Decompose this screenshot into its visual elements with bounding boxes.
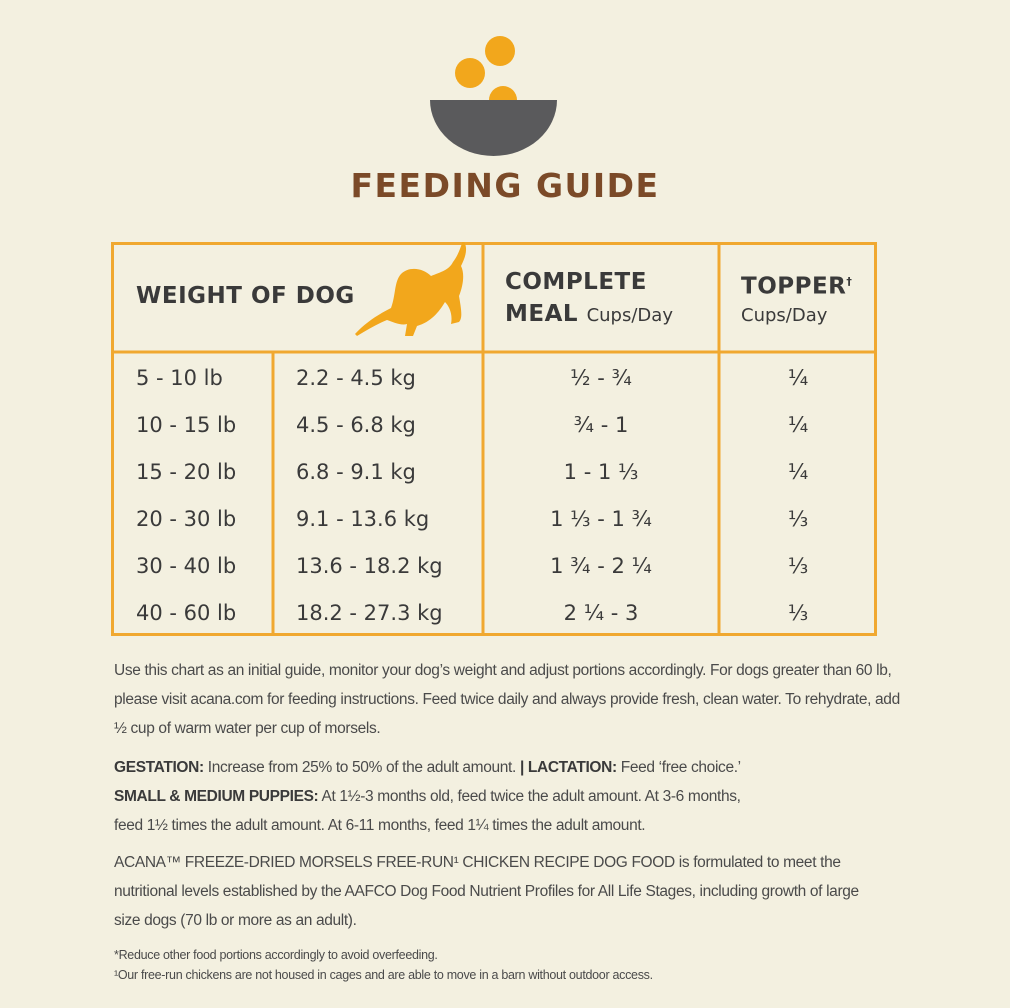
- food-ball: [455, 58, 485, 88]
- table-cell: 13.6 - 18.2 kg: [296, 554, 443, 578]
- text: Feed ‘free choice.’: [620, 759, 741, 776]
- food-ball: [485, 36, 515, 66]
- column-header: MEAL Cups/Day: [505, 302, 673, 328]
- unit-label: Cups/Day: [586, 305, 673, 326]
- table-cell: 1 ⅓ - 1 ¾: [550, 507, 652, 531]
- text: At 1½-3 months old, feed twice the adult…: [114, 788, 741, 834]
- table-cell: ⅓: [787, 554, 809, 578]
- table-grid: [111, 242, 877, 636]
- table-cell: 2 ¼ - 3: [563, 601, 639, 625]
- table-cell: ⅓: [787, 507, 809, 531]
- table-cell: 4.5 - 6.8 kg: [296, 413, 416, 437]
- column-header-text: TOPPER: [741, 273, 847, 300]
- table-cell: 20 - 30 lb: [136, 507, 237, 531]
- table-cell: 1 ¾ - 2 ¼: [550, 554, 652, 578]
- bowl: [430, 100, 557, 156]
- column-header: COMPLETE: [505, 269, 647, 295]
- table-cell: ¾ - 1: [573, 413, 629, 437]
- table-cell: 15 - 20 lb: [136, 460, 237, 484]
- table-border: [111, 242, 877, 636]
- text: Increase from 25% to 50% of the adult am…: [207, 759, 517, 776]
- table-cell: 5 - 10 lb: [136, 366, 223, 390]
- footnote: *Reduce other food portions accordingly …: [114, 948, 438, 962]
- gestation-note: GESTATION: Increase from 25% to 50% of t…: [114, 753, 764, 840]
- aafco-note: ACANA™ FREEZE-DRIED MORSELS FREE-RUN¹ CH…: [114, 854, 859, 929]
- table-cell: 6.8 - 9.1 kg: [296, 460, 416, 484]
- dagger: †: [846, 275, 853, 288]
- table-cell: 2.2 - 4.5 kg: [296, 366, 416, 390]
- table-cell: 18.2 - 27.3 kg: [296, 601, 443, 625]
- label: | LACTATION:: [519, 759, 617, 776]
- title: FEEDING GUIDE: [350, 166, 660, 205]
- table-cell: 9.1 - 13.6 kg: [296, 507, 430, 531]
- footnote: ¹Our free-run chickens are not housed in…: [114, 968, 653, 982]
- bowl-icon: [430, 36, 557, 156]
- label: GESTATION:: [114, 759, 204, 776]
- feeding-table: WEIGHT OF DOG COMPLETE MEAL Cups/Day TOP…: [111, 242, 877, 636]
- table-cell: ¼: [787, 366, 809, 390]
- table-cell: 10 - 15 lb: [136, 413, 237, 437]
- dog-silhouette: [355, 242, 467, 336]
- food-ball: [489, 86, 517, 100]
- table-cell: ¼: [787, 460, 809, 484]
- column-header-text: MEAL: [505, 301, 579, 327]
- table-cell: ¼: [787, 413, 809, 437]
- table-cell: ½ - ¾: [570, 366, 632, 390]
- table-cell: 30 - 40 lb: [136, 554, 237, 578]
- unit-label: Cups/Day: [741, 305, 828, 326]
- intro-note: Use this chart as an initial guide, moni…: [114, 662, 900, 737]
- column-header: WEIGHT OF DOG: [136, 283, 355, 309]
- table-cell: 1 - 1 ⅓: [563, 460, 639, 484]
- label: SMALL & MEDIUM PUPPIES:: [114, 788, 319, 805]
- column-header: TOPPER†: [741, 270, 852, 299]
- table-cell: ⅓: [787, 601, 809, 625]
- table-cell: 40 - 60 lb: [136, 601, 237, 625]
